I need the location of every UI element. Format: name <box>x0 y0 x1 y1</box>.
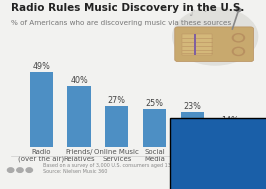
Circle shape <box>173 8 258 65</box>
Text: 14%: 14% <box>221 116 239 125</box>
Bar <box>194 34 197 55</box>
Text: 40%: 40% <box>70 76 88 85</box>
FancyBboxPatch shape <box>175 27 253 62</box>
Circle shape <box>234 49 243 54</box>
Text: 49%: 49% <box>32 62 50 71</box>
Circle shape <box>232 47 244 56</box>
Text: ♪: ♪ <box>188 8 194 18</box>
Bar <box>105 106 128 147</box>
Text: Based on a survey of 3,000 U.S. consumers aged 13+ conducted in August 2017
Sour: Based on a survey of 3,000 U.S. consumer… <box>43 163 240 174</box>
Bar <box>181 112 204 147</box>
Bar <box>182 34 212 55</box>
Text: ♪: ♪ <box>203 7 207 13</box>
Circle shape <box>232 34 244 42</box>
Text: % of Americans who are discovering music via these sources: % of Americans who are discovering music… <box>11 20 231 26</box>
Bar <box>218 126 242 147</box>
Bar <box>30 72 53 147</box>
Text: S: S <box>252 177 256 182</box>
Text: Radio Rules Music Discovery in the U.S.: Radio Rules Music Discovery in the U.S. <box>11 3 244 13</box>
Bar <box>143 109 166 147</box>
Text: 25%: 25% <box>146 99 164 108</box>
Text: 27%: 27% <box>108 96 126 105</box>
Bar <box>67 86 91 147</box>
Circle shape <box>234 35 243 40</box>
Text: 23%: 23% <box>183 102 201 111</box>
Text: statista: statista <box>217 172 255 181</box>
Circle shape <box>236 8 241 12</box>
